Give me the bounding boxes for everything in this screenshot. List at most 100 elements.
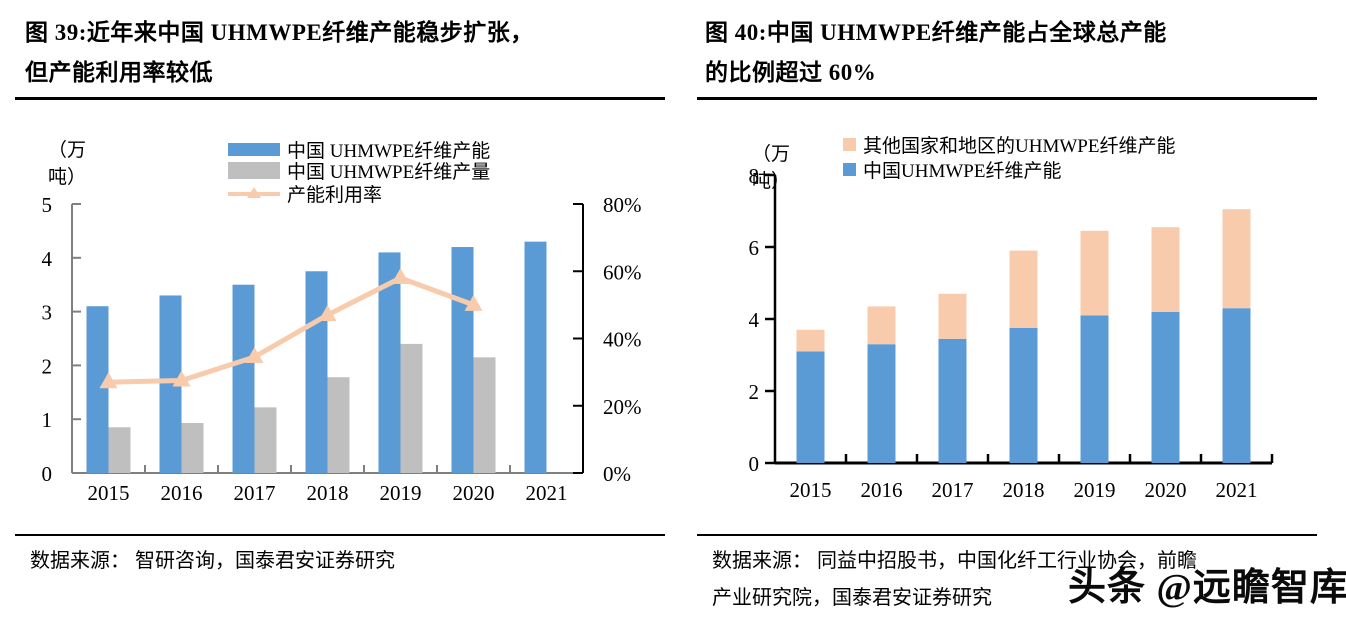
figure39-source: 数据来源： 智研咨询，国泰君安证券研究: [30, 550, 395, 572]
figure39-legend-item-production: 中国 UHMWPE纤维产量: [228, 160, 491, 183]
axis-label: 80%: [603, 193, 642, 217]
figure40-legend: 其他国家和地区的UHMWPE纤维产能 中国UHMWPE纤维产能: [843, 132, 1175, 182]
utilization-marker: [318, 304, 337, 321]
others-capacity-bar: [1009, 250, 1038, 328]
china-legend-label: 中国UHMWPE纤维产能: [863, 161, 1062, 182]
axis-label: 2015: [790, 478, 832, 502]
utilization-marker: [99, 372, 118, 389]
china-capacity-bar: [1009, 328, 1038, 463]
figure40-bottom-rule: [697, 534, 1317, 536]
china-capacity-bar: [1151, 311, 1180, 463]
figure39-title-line1: 图 39:近年来中国 UHMWPE纤维产能稳步扩张，: [25, 20, 534, 45]
production-bar: [473, 357, 496, 473]
figure39-title: 图 39:近年来中国 UHMWPE纤维产能稳步扩张， 但产能利用率较低: [25, 13, 670, 93]
axis-label: 2017: [932, 478, 974, 502]
others-swatch: [843, 138, 856, 151]
others-capacity-bar: [1222, 209, 1251, 309]
capacity-bar: [159, 295, 182, 473]
axis-label: 0: [42, 462, 53, 486]
axis-label: 8: [749, 164, 760, 188]
axis-label: 2019: [380, 481, 422, 505]
axis-label: 0%: [603, 462, 631, 486]
figure40-legend-item-others: 其他国家和地区的UHMWPE纤维产能: [843, 132, 1175, 157]
figure39-legend: 中国 UHMWPE纤维产能 中国 UHMWPE纤维产量 产能利用率: [228, 139, 491, 206]
figure40-title-line1: 图 40:中国 UHMWPE纤维产能占全球总产能: [705, 20, 1167, 45]
others-legend-label: 其他国家和地区的UHMWPE纤维产能: [863, 136, 1176, 157]
utilization-marker: [391, 267, 410, 284]
figure40-title-rule: [697, 97, 1317, 100]
global-share-chart-svg: 0 2 4 6 8 2015 2016 2017 2018 2019 2020 2021: [749, 164, 1274, 502]
figure40-legend-item-china: 中国UHMWPE纤维产能: [843, 157, 1175, 182]
watermark: 头条 @远瞻智库: [1068, 567, 1346, 609]
utilization-triangle-marker: [247, 186, 261, 198]
china-capacity-bar: [1080, 315, 1109, 463]
production-bar: [327, 377, 350, 473]
axis-label: 2021: [526, 481, 568, 505]
figure40-title: 图 40:中国 UHMWPE纤维产能占全球总产能 的比例超过 60%: [705, 13, 1325, 93]
china-capacity-bar: [938, 338, 967, 463]
figure39-bottom-rule: [15, 534, 665, 536]
figure39-title-rule: [15, 97, 665, 100]
utilization-marker: [464, 294, 483, 311]
production-bar: [108, 427, 131, 473]
china-capacity-bar: [867, 344, 896, 463]
production-legend-label: 中国 UHMWPE纤维产量: [287, 162, 491, 183]
axis-label: 4: [42, 247, 53, 271]
figure40-source-line1: 数据来源： 同益中招股书，中国化纤工行业协会，前瞻: [712, 550, 1197, 572]
figure40-y-axis-unit: （万 吨）: [752, 144, 791, 192]
axis-label: 2018: [1003, 478, 1045, 502]
china-capacity-bar: [796, 351, 825, 463]
axis-label: 2015: [88, 481, 130, 505]
capacity-swatch: [228, 143, 280, 156]
figure39-legend-item-utilization: 产能利用率: [228, 183, 490, 206]
others-capacity-bar: [796, 329, 825, 352]
axis-label: 2: [749, 380, 760, 404]
others-capacity-bar: [1080, 230, 1109, 316]
figure40-source: 数据来源： 同益中招股书，中国化纤工行业协会，前瞻 产业研究院，国泰君安证券研究: [712, 543, 1197, 617]
utilization-marker: [172, 370, 191, 387]
capacity-bar: [524, 241, 547, 473]
axis-label: 2020: [453, 481, 495, 505]
capacity-bar: [232, 284, 255, 473]
axis-label: 60%: [603, 260, 642, 284]
capacity-bar: [86, 306, 109, 473]
axis-label: 0: [749, 452, 760, 476]
axis-label: 2021: [1216, 478, 1258, 502]
figure39-legend-item-capacity: 中国 UHMWPE纤维产能: [228, 139, 491, 162]
axis-label: 2018: [307, 481, 349, 505]
axis-label: 5: [42, 193, 53, 217]
axis-label: 2019: [1074, 478, 1116, 502]
axis-label: 2020: [1145, 478, 1187, 502]
capacity-bar: [451, 247, 474, 473]
utilization-line-swatch: [228, 186, 280, 202]
axis-label: 2: [42, 354, 53, 378]
figure40-source-line2: 产业研究院，国泰君安证券研究: [712, 587, 992, 609]
others-capacity-bar: [867, 306, 896, 345]
production-swatch: [228, 162, 280, 179]
china-swatch: [843, 163, 856, 176]
capacity-bar: [305, 271, 328, 473]
utilization-legend-label: 产能利用率: [287, 185, 383, 206]
others-capacity-bar: [1151, 227, 1180, 312]
utilization-marker: [245, 346, 264, 363]
others-capacity-bar: [938, 293, 967, 339]
axis-label: 2016: [161, 481, 203, 505]
production-bar: [400, 343, 423, 473]
axis-label: 4: [749, 308, 760, 332]
figure40-title-line2: 的比例超过 60%: [705, 60, 877, 85]
capacity-utilization-chart-svg: 0 1 2 3 4 5 0% 20% 40% 60% 80% 2015 2016 2017 2018 2019…: [42, 193, 642, 505]
production-bar: [254, 407, 277, 473]
axis-label: 1: [42, 408, 53, 432]
china-capacity-bar: [1222, 308, 1251, 463]
axis-label: 2017: [234, 481, 276, 505]
axis-label: 3: [42, 301, 53, 325]
axis-label: 40%: [603, 328, 642, 352]
production-bar: [181, 422, 204, 473]
utilization-line: [108, 275, 475, 385]
figure39-title-line2: 但产能利用率较低: [25, 60, 213, 85]
axis-label: 2016: [861, 478, 903, 502]
capacity-legend-label: 中国 UHMWPE纤维产能: [287, 141, 491, 162]
axis-label: 20%: [603, 395, 642, 419]
capacity-bar: [378, 252, 401, 473]
